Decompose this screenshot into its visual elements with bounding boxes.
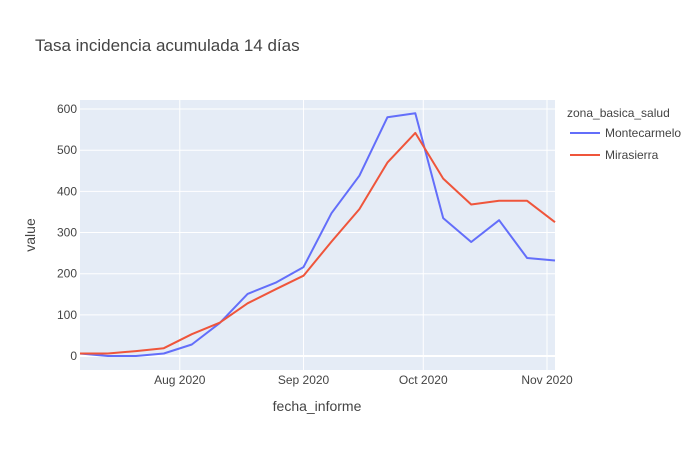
y-tick-label: 0 — [70, 349, 77, 363]
x-axis-title: fecha_informe — [273, 398, 362, 414]
legend-entry: Mirasierra — [605, 148, 659, 162]
chart-title: Tasa incidencia acumulada 14 días — [35, 36, 300, 55]
x-tick-label: Oct 2020 — [399, 373, 448, 387]
series-line-montecarmelo — [79, 112, 556, 357]
x-tick-label: Nov 2020 — [521, 373, 573, 387]
plot-area — [80, 100, 555, 370]
series-line-mirasierra — [80, 131, 556, 355]
y-tick-label: 400 — [57, 184, 77, 198]
y-tick-label: 600 — [57, 102, 77, 116]
x-tick-label: Sep 2020 — [278, 373, 330, 387]
y-tick-label: 100 — [57, 308, 77, 322]
y-tick-label: 500 — [57, 143, 77, 157]
x-tick-label: Aug 2020 — [154, 373, 206, 387]
legend-title: zona_basica_salud — [567, 106, 670, 120]
y-tick-label: 200 — [57, 267, 77, 281]
y-axis-title: value — [22, 218, 38, 252]
legend: zona_basica_salud Montecarmelo Mirasierra — [567, 106, 681, 162]
y-tick-label: 300 — [57, 226, 77, 240]
legend-entry: Montecarmelo — [605, 126, 681, 140]
